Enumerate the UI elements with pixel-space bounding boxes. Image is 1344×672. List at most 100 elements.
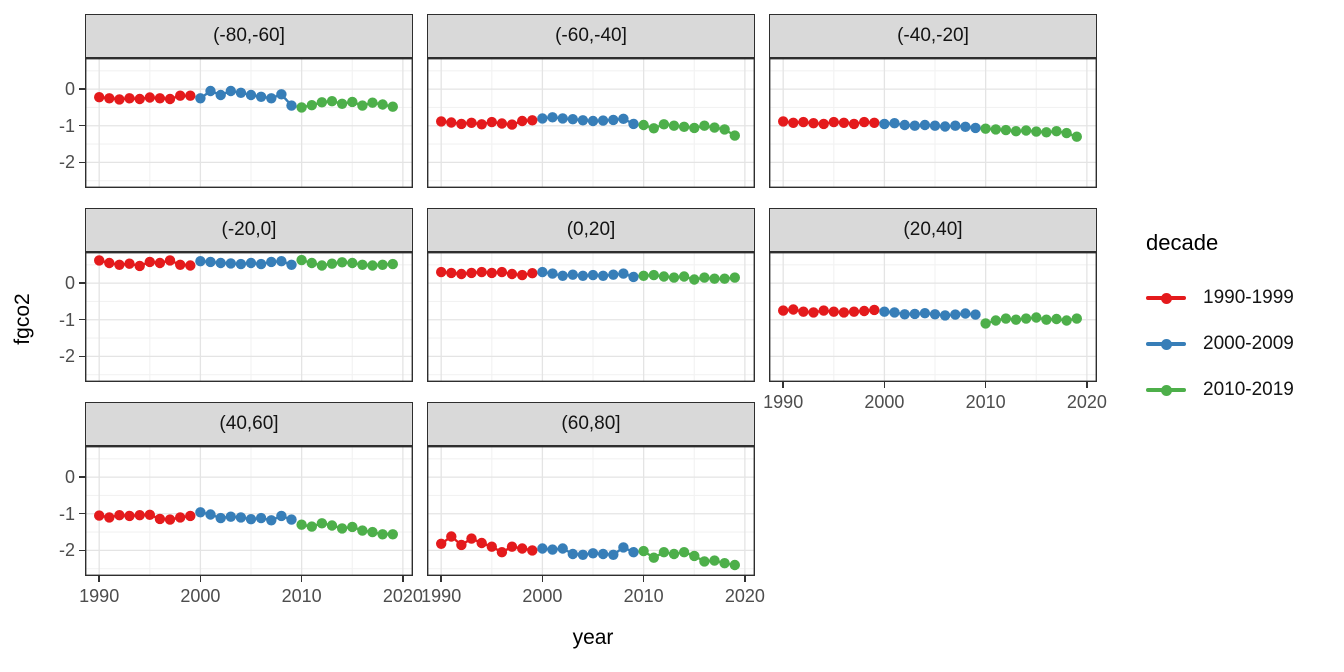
- data-point: [276, 510, 287, 522]
- data-point: [134, 93, 145, 105]
- data-point: [306, 257, 317, 269]
- data-point: [245, 257, 257, 269]
- facet-strip: (0,20]: [427, 208, 755, 252]
- data-point: [950, 120, 961, 131]
- data-point: [496, 266, 508, 278]
- data-point: [104, 93, 115, 104]
- data-point: [235, 87, 247, 98]
- facet-strip: (-40,-20]: [769, 14, 1097, 58]
- panel-border: [427, 58, 755, 188]
- data-point: [699, 272, 710, 283]
- x-tick-mark: [300, 576, 303, 582]
- data-point: [909, 120, 920, 131]
- data-point: [678, 547, 690, 558]
- data-point: [326, 520, 338, 531]
- x-axis-title: year: [572, 626, 614, 649]
- data-point: [909, 308, 920, 320]
- data-point: [798, 116, 809, 128]
- data-point: [879, 306, 890, 317]
- data-point: [446, 267, 457, 279]
- data-point: [618, 542, 629, 553]
- facet-strip-label: (20,40]: [903, 219, 963, 240]
- legend-title: decade: [1146, 230, 1219, 255]
- facet-strip-label: (-20,0]: [221, 219, 277, 240]
- data-point: [899, 309, 910, 320]
- data-point: [709, 273, 720, 284]
- data-point: [286, 100, 297, 111]
- y-tick-mark: [79, 549, 85, 552]
- data-point: [719, 273, 730, 284]
- data-point: [729, 272, 740, 283]
- facet-cell: (40,60] 0 -1 -2 1990 2000 2010 2020: [59, 402, 423, 605]
- data-point: [1010, 126, 1022, 137]
- data-point: [124, 93, 135, 104]
- data-point: [476, 266, 487, 278]
- facet-strip: (40,60]: [85, 402, 413, 446]
- series-line: [642, 550, 736, 567]
- legend: decade 1990-1999 2000-2009 2010-2019: [1146, 230, 1294, 426]
- data-point: [357, 100, 368, 111]
- data-point: [798, 306, 809, 317]
- data-point: [608, 114, 619, 126]
- data-point: [255, 512, 267, 524]
- data-point: [597, 270, 609, 281]
- data-point: [296, 254, 307, 266]
- data-point: [1020, 125, 1032, 136]
- legend-key-dot: [1160, 384, 1172, 396]
- data-point: [215, 89, 226, 101]
- data-point: [517, 543, 528, 554]
- data-point: [808, 307, 819, 318]
- y-tick-mark: [79, 88, 85, 90]
- data-point: [94, 510, 105, 521]
- data-point: [838, 117, 850, 128]
- data-point: [134, 510, 145, 521]
- x-tick-label: 2000: [522, 586, 563, 606]
- y-tick-mark: [79, 476, 85, 478]
- data-point: [899, 119, 910, 131]
- data-point: [960, 308, 971, 319]
- data-point: [778, 305, 789, 316]
- y-tick-label: 0: [64, 79, 75, 100]
- data-point: [316, 97, 328, 108]
- data-point: [377, 259, 388, 270]
- data-point: [517, 115, 528, 127]
- data-point: [476, 119, 487, 130]
- data-point: [446, 117, 457, 128]
- data-point: [628, 271, 639, 283]
- y-tick-mark: [79, 512, 85, 515]
- data-point: [225, 85, 236, 97]
- data-point: [960, 121, 971, 132]
- x-tick-label: 1990: [763, 392, 804, 412]
- data-point: [506, 268, 518, 280]
- data-point: [869, 304, 880, 316]
- x-tick-label: 2000: [864, 392, 905, 412]
- data-point: [195, 93, 206, 104]
- data-point: [788, 304, 799, 315]
- y-tick-label: -1: [58, 309, 75, 330]
- data-point: [527, 545, 538, 556]
- data-point: [215, 512, 226, 524]
- data-point: [1031, 126, 1042, 137]
- data-point: [486, 541, 497, 552]
- data-point: [336, 98, 348, 109]
- data-point: [547, 268, 558, 279]
- data-point: [648, 269, 659, 281]
- facet-strip-label: (40,60]: [219, 413, 279, 434]
- data-point: [678, 121, 690, 132]
- facet-plot: [427, 252, 755, 382]
- data-point: [134, 260, 145, 272]
- data-point: [869, 117, 880, 128]
- data-point: [658, 119, 670, 130]
- y-tick-label: 0: [64, 467, 75, 488]
- data-point: [377, 529, 388, 540]
- data-point: [144, 509, 155, 520]
- data-point: [668, 272, 680, 283]
- x-tick-mark: [984, 382, 987, 388]
- data-point: [387, 101, 398, 112]
- data-point: [1061, 315, 1072, 326]
- data-point: [195, 507, 206, 518]
- data-point: [1041, 127, 1052, 138]
- data-point: [185, 510, 196, 522]
- data-point: [638, 270, 649, 281]
- data-point: [357, 259, 368, 270]
